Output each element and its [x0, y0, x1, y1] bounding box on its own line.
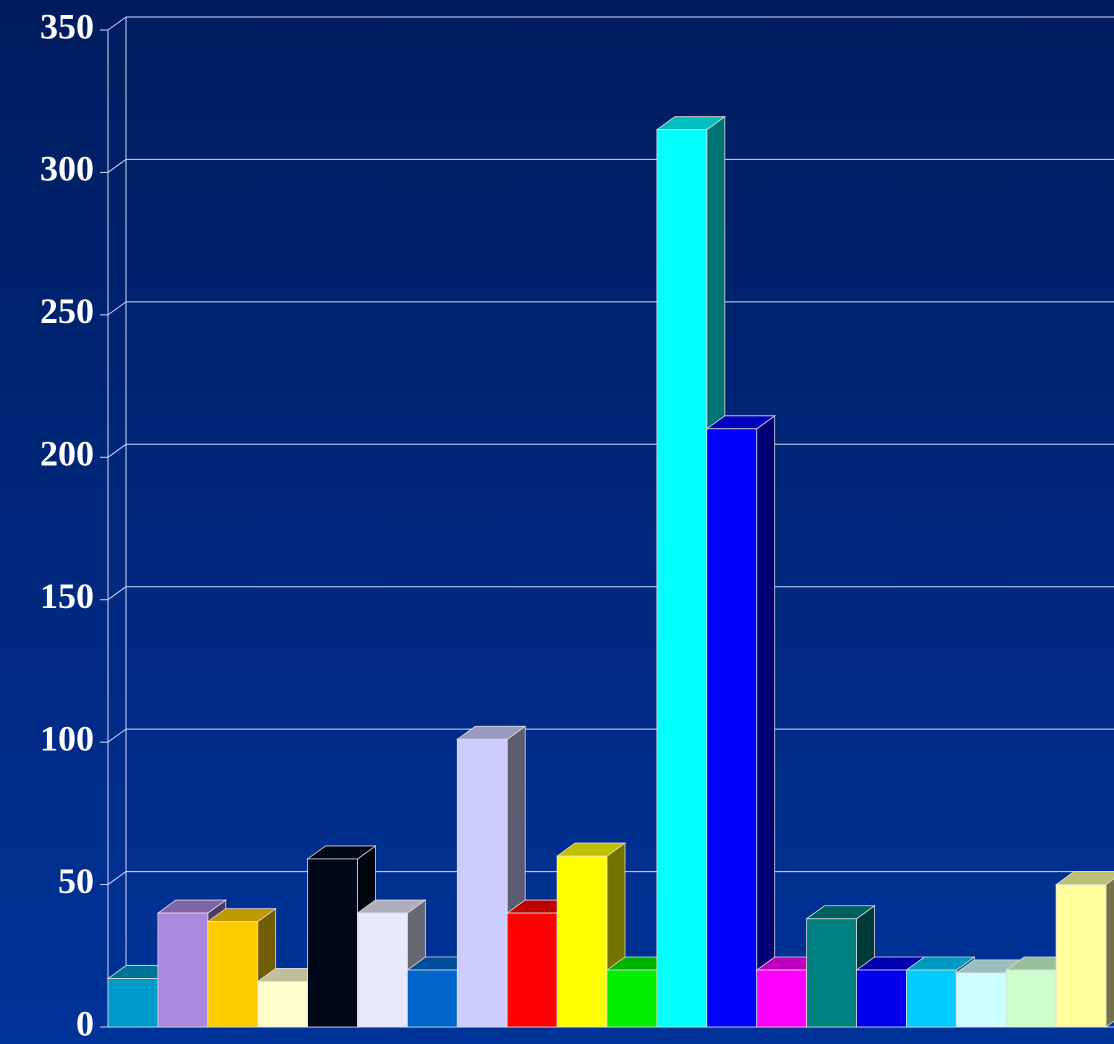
bar [357, 912, 408, 1028]
depth-tick [107, 586, 127, 601]
y-tick-label: 100 [40, 718, 94, 758]
depth-tick [107, 159, 127, 173]
bar [406, 969, 458, 1028]
bar [107, 978, 159, 1028]
y-tick-label: 0 [76, 1003, 94, 1043]
y-tick-label: 300 [40, 149, 94, 189]
bar [207, 921, 259, 1028]
bar [906, 969, 957, 1028]
bar [656, 129, 708, 1028]
bar [556, 855, 608, 1028]
y-tick-label: 250 [40, 291, 94, 331]
bar [706, 428, 758, 1028]
depth-tick [107, 301, 127, 316]
depth-tick [107, 443, 127, 458]
bar [307, 858, 358, 1028]
y-tick-label: 50 [58, 861, 94, 901]
bar [606, 969, 658, 1028]
depth-tick [107, 16, 127, 31]
bar [257, 981, 309, 1028]
y-tick-label: 150 [40, 576, 94, 616]
bar [955, 972, 1007, 1028]
depth-tick [107, 728, 127, 743]
bar [806, 918, 857, 1028]
y-tick-label: 200 [40, 434, 94, 474]
bar [856, 969, 907, 1028]
y-tick-label: 350 [40, 6, 94, 46]
bar [456, 738, 508, 1028]
bar-side [756, 415, 776, 1028]
bar [1005, 969, 1057, 1028]
bar [1055, 884, 1107, 1028]
bar [756, 969, 808, 1028]
bar [157, 912, 209, 1028]
depth-tick [107, 871, 127, 885]
bar-side [1105, 878, 1114, 1028]
bar [506, 912, 558, 1028]
